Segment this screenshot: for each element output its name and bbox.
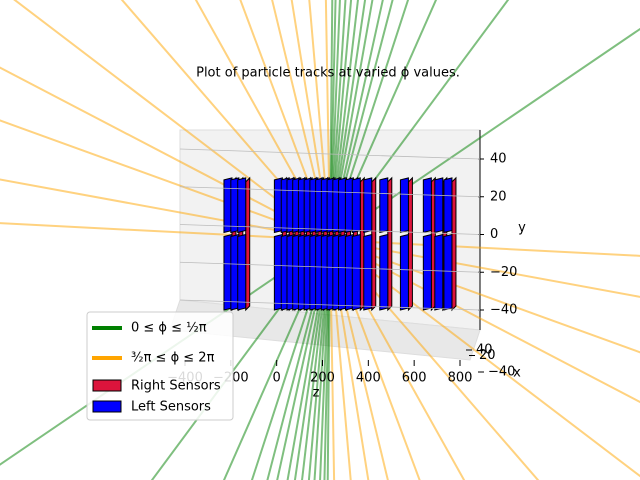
left-sensor-bottom	[351, 233, 361, 311]
left-sensor-top	[351, 177, 361, 234]
left-sensor-top	[422, 177, 432, 234]
left-sensor-bottom	[399, 233, 409, 311]
z-tick-label: 800	[448, 371, 473, 386]
z-tick-label: 200	[310, 371, 335, 386]
legend-label: ³⁄₂π ≤ ϕ ≤ 2π	[131, 351, 215, 366]
y-tick-label: −20	[490, 265, 517, 280]
legend-patch	[92, 400, 122, 413]
depth-tick-label: −40	[488, 365, 515, 380]
left-sensor-top	[443, 177, 453, 234]
left-sensor-top	[237, 177, 247, 234]
left-sensor-bottom	[363, 233, 373, 311]
depth-tick-label: 20	[479, 348, 496, 363]
y-tick-label: 0	[490, 227, 498, 242]
left-sensor-top	[379, 177, 389, 234]
legend-label: Right Sensors	[131, 379, 221, 394]
grid-line	[179, 261, 481, 273]
right-sensor	[387, 176, 393, 312]
left-sensor-bottom	[422, 233, 432, 311]
left-sensor-top	[434, 177, 444, 234]
x-axis-label: z	[313, 386, 320, 401]
right-sensor	[451, 176, 457, 312]
left-sensor-bottom	[443, 233, 453, 311]
sensors	[223, 176, 457, 312]
grid-line	[179, 148, 481, 160]
left-sensor-bottom	[237, 233, 247, 311]
left-sensor-bottom	[379, 233, 389, 311]
left-sensor-top	[363, 177, 373, 234]
y-tick-label: 20	[490, 189, 507, 204]
left-sensor-bottom	[434, 233, 444, 311]
z-tick-label: 600	[402, 371, 427, 386]
z-tick-label: 400	[356, 371, 381, 386]
legend: 0 ≤ ϕ ≤ ½π ³⁄₂π ≤ ϕ ≤ 2π Right Sensors Left…	[86, 311, 234, 421]
depth-axis-label: x	[513, 366, 521, 381]
right-sensor	[245, 176, 251, 312]
right-sensor	[407, 176, 413, 312]
chart-title: Plot of particle tracks at varied ϕ valu…	[196, 66, 460, 81]
grid-line	[179, 299, 481, 311]
z-tick-label: 0	[273, 371, 281, 386]
y-tick-label: 40	[490, 152, 507, 167]
y-axis-label: y	[518, 221, 526, 236]
left-sensor-top	[399, 177, 409, 234]
legend-label: 0 ≤ ϕ ≤ ½π	[131, 321, 207, 336]
legend-label: Left Sensors	[131, 400, 211, 415]
right-sensor	[371, 176, 377, 312]
y-tick-label: −40	[490, 303, 517, 318]
grid-line	[179, 224, 481, 235]
grid-line	[179, 186, 481, 198]
depth-tick-label: 40	[476, 343, 493, 358]
legend-box	[86, 311, 234, 421]
legend-patch	[92, 379, 122, 392]
